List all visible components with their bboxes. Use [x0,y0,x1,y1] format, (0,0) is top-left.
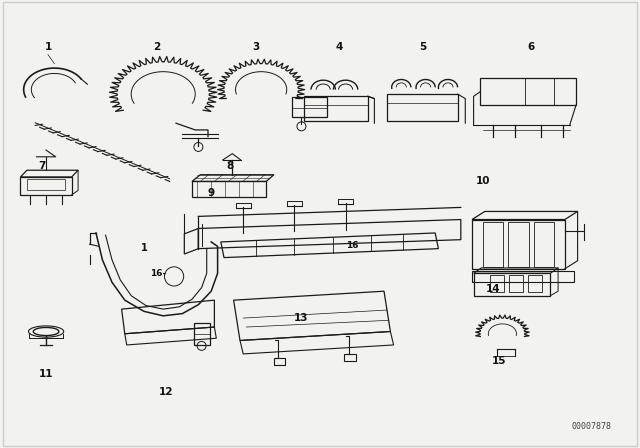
Text: 9: 9 [207,188,215,198]
Bar [344,354,356,361]
Text: 00007878: 00007878 [571,422,611,431]
Bar [509,275,523,292]
Text: 1: 1 [141,243,148,253]
Bar [483,222,503,267]
Text: 12: 12 [159,387,173,397]
Bar [274,358,285,365]
Bar [472,271,575,282]
Text: 13: 13 [294,313,308,323]
Text: 2: 2 [153,42,161,52]
Text: 16: 16 [346,241,358,250]
Bar [480,78,576,105]
Text: 7: 7 [38,161,45,171]
Text: 3: 3 [252,42,260,52]
Bar [528,275,542,292]
Text: 15: 15 [492,356,506,366]
Text: 1: 1 [44,42,52,52]
Bar [304,96,368,121]
Text: 8: 8 [227,161,234,171]
Text: 16-: 16- [150,268,166,277]
Text: 14: 14 [486,284,500,294]
Bar [27,179,65,190]
Bar [534,222,554,267]
Text: 11: 11 [39,369,53,379]
Bar [474,273,550,296]
Bar [490,275,504,292]
Text: 6: 6 [527,42,535,52]
Bar [194,323,210,345]
Text: 4: 4 [335,42,343,52]
Bar [472,220,564,269]
Text: 5: 5 [419,42,426,52]
Bar [387,94,458,121]
Text: 10: 10 [476,177,490,186]
Bar [20,177,72,195]
Bar [508,222,529,267]
Bar [292,97,327,117]
Bar [192,181,266,197]
